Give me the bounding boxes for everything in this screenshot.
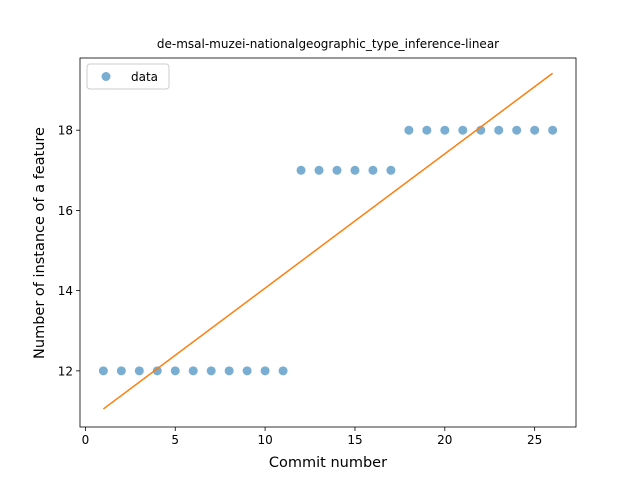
data-point [206, 366, 216, 376]
data-point [98, 366, 108, 376]
data-point [440, 125, 450, 135]
x-tick-label: 0 [82, 433, 90, 447]
data-point [242, 366, 252, 376]
legend-box [86, 63, 170, 90]
legend-marker-data [101, 72, 111, 81]
legend-label-data: data [131, 70, 158, 84]
x-tick-label: 20 [437, 433, 452, 447]
data-point [494, 125, 504, 135]
x-tick-label: 25 [527, 433, 542, 447]
data-point [350, 165, 360, 175]
data-point [116, 366, 126, 376]
plot-frame [79, 57, 577, 428]
y-tick-label: 14 [58, 284, 73, 298]
data-point [134, 366, 144, 376]
x-tick-label: 15 [347, 433, 362, 447]
data-point [458, 125, 468, 135]
data-point [368, 165, 378, 175]
chart-title: de-msal-muzei-nationalgeographic_type_in… [157, 37, 499, 51]
data-point [404, 125, 414, 135]
legend: data [86, 63, 170, 90]
x-tick-label: 10 [257, 433, 272, 447]
data-point [314, 165, 324, 175]
y-tick-label: 18 [58, 124, 73, 138]
data-point [332, 165, 342, 175]
data-point [188, 366, 198, 376]
data-point [512, 125, 522, 135]
data-point [170, 366, 180, 376]
fit-line [102, 72, 554, 410]
x-tick-label: 5 [171, 433, 179, 447]
data-point [548, 125, 558, 135]
data-point [530, 125, 540, 135]
y-axis-label: Number of instance of a feature [32, 127, 48, 359]
data-point [152, 366, 162, 376]
data-point [422, 125, 432, 135]
y-tick-label: 12 [58, 364, 73, 378]
data-point [278, 366, 288, 376]
plot-area: 0 5 10 15 20 25 12 14 16 18 [58, 57, 577, 447]
x-axis-label: Commit number [269, 455, 387, 471]
data-point [296, 165, 306, 175]
data-point [260, 366, 270, 376]
data-point [386, 165, 396, 175]
y-tick-label: 16 [58, 204, 73, 218]
data-point [224, 366, 234, 376]
